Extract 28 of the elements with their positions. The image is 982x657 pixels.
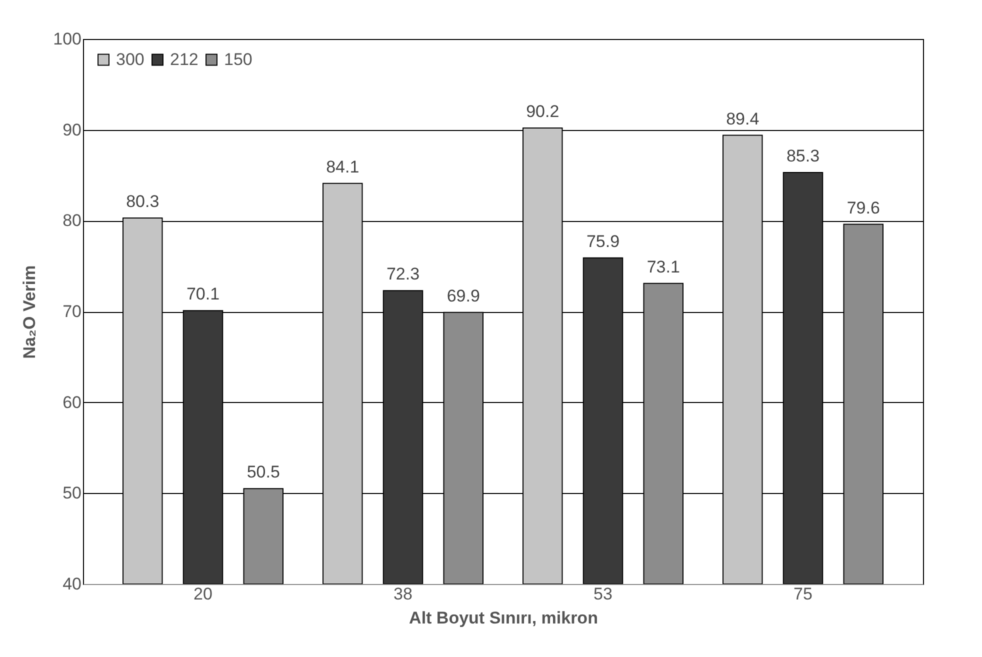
- data-label: 75.9: [586, 232, 620, 251]
- x-tick-label: 20: [194, 584, 212, 604]
- data-label: 79.6: [846, 198, 880, 218]
- data-label: 80.3: [126, 192, 160, 211]
- data-label: 90.2: [526, 102, 560, 122]
- data-label: 85.3: [786, 146, 820, 166]
- y-tick-label: 70: [62, 302, 82, 321]
- y-tick-label: 40: [62, 574, 82, 594]
- x-tick-label: 53: [594, 584, 612, 604]
- x-axis-title: Alt Boyut Sınırı, mikron: [409, 608, 598, 628]
- legend-label: 150: [224, 50, 252, 69]
- data-label: 73.1: [646, 257, 680, 276]
- data-label: 70.1: [186, 284, 220, 304]
- y-axis-title: Na₂O Verim: [20, 265, 40, 359]
- y-tick-label: 60: [62, 392, 82, 412]
- y-tick-label: 100: [53, 30, 82, 48]
- legend-label: 300: [116, 50, 144, 69]
- y-tick-label: 50: [62, 484, 82, 503]
- x-tick-label: 75: [794, 584, 812, 604]
- y-tick-label: 90: [62, 120, 82, 140]
- data-label: 84.1: [326, 157, 360, 176]
- data-label: 50.5: [246, 462, 280, 482]
- y-tick-label: 80: [62, 211, 82, 230]
- data-label: 72.3: [386, 264, 420, 284]
- legend-label: 212: [170, 50, 198, 69]
- data-label: 69.9: [446, 286, 480, 306]
- data-label: 89.4: [726, 109, 760, 128]
- x-tick-label: 38: [394, 584, 412, 604]
